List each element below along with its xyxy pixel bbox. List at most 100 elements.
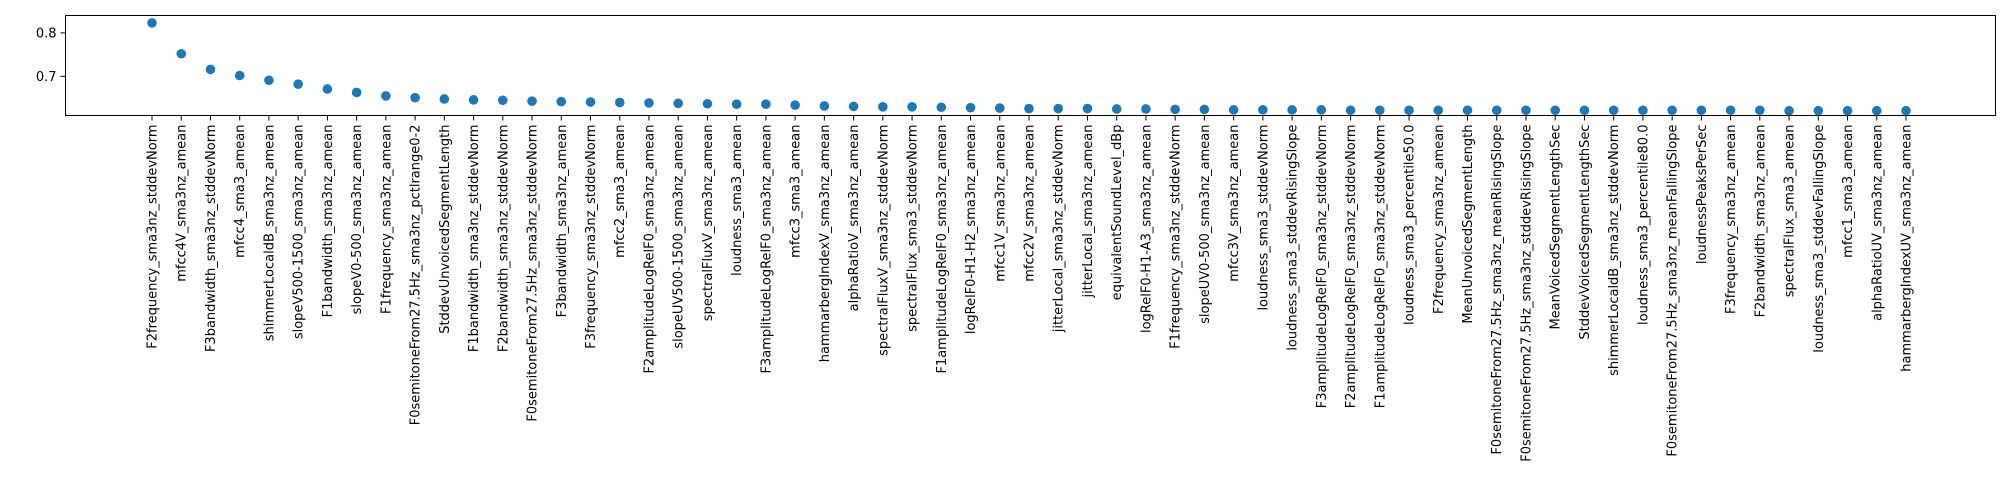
x-tick-label: F3bandwidth_sma3nz_stddevNorm [204,125,219,353]
x-tick-label: spectralFluxV_sma3nz_stddevNorm [876,124,891,355]
x-tick-label: jitterLocal_sma3nz_stddevNorm [1052,125,1067,334]
data-point [1667,105,1677,116]
data-point [1638,105,1648,116]
data-point [1784,105,1794,116]
data-point [176,48,187,59]
data-point [585,97,596,107]
x-tick-label: jitterLocal_sma3nz_amean [1081,125,1096,299]
x-tick-label: loudness_sma3_percentile80.0 [1636,125,1651,325]
x-tick-label: F2bandwidth_sma3nz_amean [1753,125,1768,318]
data-point [673,98,683,109]
x-tick-label: F1bandwidth_sma3nz_stddevNorm [467,124,482,352]
data-point [1404,105,1414,116]
y-tick-label: 0.8 [36,26,57,41]
data-point [1258,105,1268,115]
data-point [1579,105,1590,116]
data-point [1521,105,1531,116]
x-tick-label: F3amplitudeLogRelF0_sma3nz_stddevNorm [1315,125,1330,409]
x-tick-label: F2frequency_sma3nz_stddevNorm [146,125,161,349]
data-point [1345,105,1356,116]
data-point [1901,105,1911,116]
data-point [1024,103,1034,114]
x-tick-label: F2frequency_sma3nz_amean [1432,125,1447,315]
x-tick-label: F1frequency_sma3nz_stddevNorm [1169,125,1184,349]
x-tick-label: F0semitoneFrom27.5Hz_sma3nz_meanFallingS… [1666,125,1681,457]
x-axis: F2frequency_sma3nz_stddevNorm mfcc4V_sma3… [146,115,1915,462]
x-tick-label: spectralFlux_sma3_amean [1783,125,1798,298]
x-tick-label: F2amplitudeLogRelF0_sma3nz_amean [642,125,657,374]
data-point [1755,105,1765,116]
x-tick-label: F2bandwidth_sma3nz_stddevNorm [496,125,511,353]
data-point [1433,105,1444,116]
x-tick-label: F3frequency_sma3nz_amean [1724,125,1739,315]
x-tick-label: MeanUnvoicedSegmentLength [1461,125,1476,324]
data-point [468,95,479,105]
data-point [936,102,947,113]
x-tick-label: loudness_sma3_percentile50.0 [1403,125,1418,325]
data-point [1608,105,1619,116]
x-tick-label: F3bandwidth_sma3nz_amean [555,125,570,318]
data-point [761,99,771,109]
x-tick-label: loudness_sma3_stddevRisingSlope [1286,125,1301,351]
x-tick-label: mfcc2_sma3_amean [613,125,628,258]
data-point [1199,104,1210,115]
x-tick-label: logRelF0-H1-H2_sma3nz_amean [964,125,979,335]
x-tick-label: MeanVoicedSegmentLengthSec [1549,125,1564,330]
x-tick-label: F0semitoneFrom27.5Hz_sma3nz_pctlrange0-2 [409,124,424,425]
x-tick-label: loudness_sma3_stddevNorm [1256,125,1271,311]
x-tick-label: shimmerLocaldB_sma3nz_amean [262,125,277,342]
x-tick-label: F0semitoneFrom27.5Hz_sma3nz_stddevRising… [1519,125,1534,462]
x-tick-label: mfcc4V_sma3nz_amean [175,125,190,282]
x-tick-label: F2amplitudeLogRelF0_sma3nz_stddevNorm [1344,125,1359,409]
data-point [1550,105,1560,116]
data-point [1725,105,1736,116]
x-tick-label: mfcc3_sma3_amean [789,125,804,258]
plot-frame [65,15,1996,116]
x-tick-label: hammarbergIndexUV_sma3nz_amean [1900,125,1915,372]
data-point [907,102,917,112]
x-tick-label: StddevUnvoicedSegmentLength [438,125,453,334]
x-tick-label: loudness_sma3_amean [730,125,745,276]
x-tick-label: F1amplitudeLogRelF0_sma3nz_amean [935,125,950,374]
x-tick-label: F1amplitudeLogRelF0_sma3nz_stddevNorm [1373,125,1388,409]
x-tick-label: shimmerLocaldB_sma3nz_stddevNorm [1607,125,1622,376]
data-point [1053,103,1064,114]
x-tick-label: slopeV500-1500_sma3nz_amean [292,124,307,339]
x-tick-label: F3frequency_sma3nz_stddevNorm [584,125,599,349]
data-point [381,91,391,101]
data-point [1696,105,1707,116]
x-tick-label: slopeUV500-1500_sma3nz_amean [672,125,687,349]
x-tick-label: alphaRatioUV_sma3nz_amean [1870,124,1885,320]
x-tick-label: equivalentSoundLevel_dBp [1110,125,1125,301]
x-tick-label: mfcc2V_sma3nz_amean [1023,125,1038,282]
data-point [1462,105,1473,116]
data-point [205,64,216,75]
data-point [1228,105,1239,115]
data-point [644,98,654,108]
data-point [878,102,888,112]
data-point [702,98,713,109]
data-point [1491,105,1502,116]
data-point [848,101,859,112]
data-point [556,96,567,107]
data-point [322,84,333,94]
data-point [498,95,508,106]
x-tick-label: mfcc3V_sma3nz_amean [1227,125,1242,282]
x-tick-label: mfcc1V_sma3nz_amean [993,124,1008,281]
data-point [1842,105,1853,116]
x-tick-label: slopeUV0-500_sma3nz_amean [1198,125,1213,324]
data-point [1375,105,1385,116]
x-tick-label: spectralFluxV_sma3nz_amean [701,125,716,322]
x-tick-label: F0semitoneFrom27.5Hz_sma3nz_meanRisingSl… [1490,125,1505,455]
data-points [147,18,1911,116]
x-tick-label: slopeV0-500_sma3nz_amean [350,124,365,314]
x-tick-label: F1bandwidth_sma3nz_amean [321,125,336,318]
x-tick-label: F1frequency_sma3nz_amean [379,125,394,315]
data-point [1316,105,1327,115]
data-point [147,18,157,28]
x-tick-label: mfcc1_sma3_amean [1841,125,1856,258]
data-point [790,100,800,110]
x-tick-label: StddevVoicedSegmentLengthSec [1578,125,1593,340]
data-point [1813,105,1824,116]
data-point [351,87,362,98]
